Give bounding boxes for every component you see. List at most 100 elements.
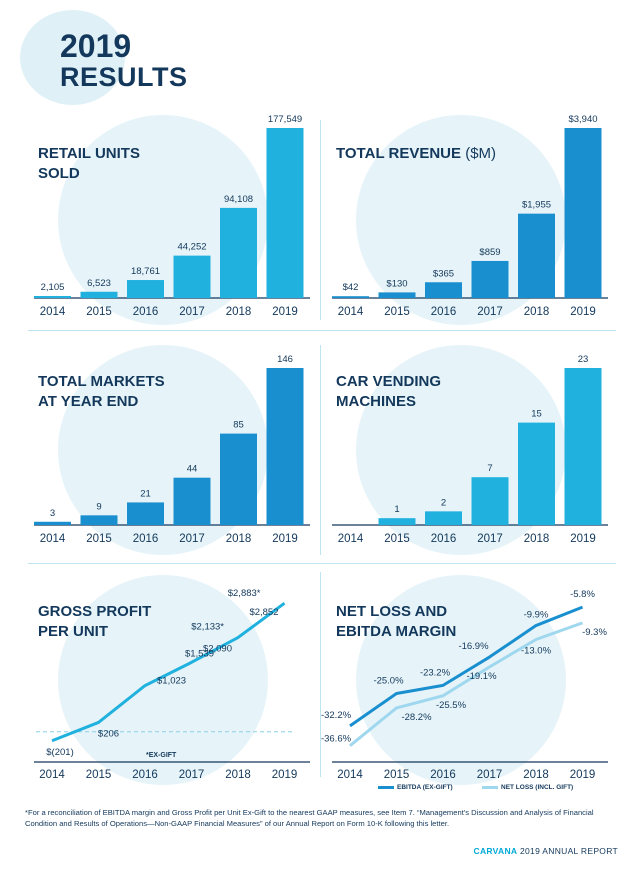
x-tick-label: 2019 <box>570 306 596 318</box>
x-tick-label: 2015 <box>86 769 112 781</box>
title-year: 2019 <box>60 28 132 64</box>
bar <box>127 502 164 525</box>
data-label: 6,523 <box>87 278 111 289</box>
data-label: 85 <box>233 420 244 431</box>
bar <box>173 477 211 525</box>
bar <box>266 128 304 298</box>
data-label: $365 <box>433 268 454 279</box>
row-divider-2 <box>28 563 616 564</box>
data-label: -9.3% <box>582 627 607 638</box>
x-tick-label: 2014 <box>338 533 364 545</box>
title-results: RESULTS <box>60 62 188 92</box>
series-line <box>51 601 286 743</box>
chart-title: RETAIL UNITS SOLD <box>38 144 140 183</box>
x-tick-label: 2018 <box>225 769 251 781</box>
legend-swatch-net-loss <box>482 785 498 789</box>
x-tick-label: 2016 <box>132 769 158 781</box>
bar <box>378 292 416 298</box>
chart-title-line: MACHINES <box>336 392 417 410</box>
bar <box>266 368 304 525</box>
data-label: 3 <box>50 508 55 519</box>
data-label: -25.5% <box>436 700 467 711</box>
chart-canvas: 3 2014 9 2015 21 2016 44 2017 85 2018 146 2019 <box>34 345 310 555</box>
data-label: -5.8% <box>570 589 595 600</box>
data-label: $(201) <box>46 747 73 758</box>
data-label: $1,539 <box>185 648 214 659</box>
background-circle <box>356 115 566 325</box>
data-label: -9.9% <box>524 610 549 621</box>
column-divider-1 <box>320 120 321 320</box>
total-revenue-chart: $42 2014 $130 2015 $365 2016 $859 2017 $1,955 201… <box>326 110 616 325</box>
x-tick-label: 2015 <box>86 533 112 545</box>
bar <box>564 128 602 298</box>
x-tick-label: 2017 <box>477 533 503 545</box>
bar <box>378 518 416 525</box>
data-label: -28.2% <box>401 712 432 723</box>
data-label: 146 <box>277 354 293 365</box>
data-label: 9 <box>96 501 101 512</box>
bar <box>80 291 118 298</box>
bar <box>425 511 462 525</box>
data-label: -19.1% <box>466 671 497 682</box>
chart-title-line: RETAIL UNITS <box>38 145 140 162</box>
footnote: *For a reconciliation of EBITDA margin a… <box>25 808 594 828</box>
bar <box>34 295 71 298</box>
data-label: $2,883* <box>228 588 261 599</box>
legend-label: NET LOSS (INCL. GIFT) <box>501 784 574 791</box>
data-label: 21 <box>140 488 151 499</box>
x-tick-label: 2016 <box>133 533 159 545</box>
net-loss-ebitda-margin-chart: 2014 2015 2016 2017 2018 2019 -32.2% -25.0% -23.… <box>321 570 616 791</box>
x-tick-label: 2016 <box>431 533 457 545</box>
column-divider-3 <box>320 572 321 777</box>
background-circle <box>58 345 268 555</box>
data-label: -16.9% <box>458 641 489 652</box>
data-label: -36.6% <box>321 734 352 745</box>
legend-ebitda: EBITDA (EX-GIFT) <box>378 784 453 791</box>
chart-title-line: CAR VENDING <box>336 373 442 390</box>
chart-title: TOTAL MARKETS AT YEAR END <box>38 372 165 411</box>
chart-title: GROSS PROFIT PER UNIT <box>38 602 151 641</box>
legend-label: EBITDA (EX-GIFT) <box>397 784 453 791</box>
x-tick-label: 2014 <box>337 769 363 781</box>
x-tick-label: 2014 <box>40 306 66 318</box>
chart-title-line: EBITDA MARGIN <box>336 622 457 640</box>
data-label: 1 <box>394 504 399 515</box>
x-tick-label: 2019 <box>272 769 298 781</box>
bar <box>34 521 71 525</box>
chart-canvas: $42 2014 $130 2015 $365 2016 $859 2017 $1,955 201… <box>332 114 608 325</box>
chart-canvas: 2014 2015 2016 2017 2018 2019 -32.2% -25.0% -23.… <box>321 575 608 785</box>
series-line <box>349 621 584 747</box>
x-tick-label: 2019 <box>272 306 298 318</box>
chart-title: NET LOSS AND EBITDA MARGIN <box>336 602 456 641</box>
bar <box>220 207 257 298</box>
bar <box>127 280 164 298</box>
data-label: 2 <box>441 497 446 508</box>
data-label: $206 <box>98 728 119 739</box>
bar <box>471 260 509 298</box>
x-tick-label: 2018 <box>523 769 549 781</box>
data-label: 7 <box>487 463 492 474</box>
data-label: $859 <box>479 247 500 258</box>
retail-units-chart: 2,105 2014 6,523 2015 18,761 2016 44,252 2017 94… <box>28 110 318 325</box>
row-divider-1 <box>28 330 616 331</box>
data-label: $1,023 <box>157 676 186 687</box>
legend-swatch-ebitda <box>378 785 394 789</box>
chart-title: CAR VENDING MACHINES <box>336 372 441 411</box>
x-tick-label: 2016 <box>431 306 457 318</box>
chart-title: TOTAL REVENUE ($M) <box>336 144 496 164</box>
background-circle <box>356 575 566 785</box>
bar <box>471 477 509 525</box>
data-label: $3,940 <box>568 114 597 125</box>
column-divider-2 <box>320 345 321 555</box>
bar <box>220 433 257 525</box>
data-label: $1,955 <box>522 200 551 211</box>
x-tick-label: 2017 <box>477 306 503 318</box>
data-label: -25.0% <box>373 676 404 687</box>
bar <box>425 282 462 298</box>
x-tick-label: 2014 <box>338 306 364 318</box>
x-tick-label: 2017 <box>179 306 205 318</box>
bar <box>80 515 118 525</box>
data-label: $2,133* <box>191 622 224 633</box>
x-tick-label: 2018 <box>226 533 252 545</box>
background-circle <box>356 345 566 555</box>
